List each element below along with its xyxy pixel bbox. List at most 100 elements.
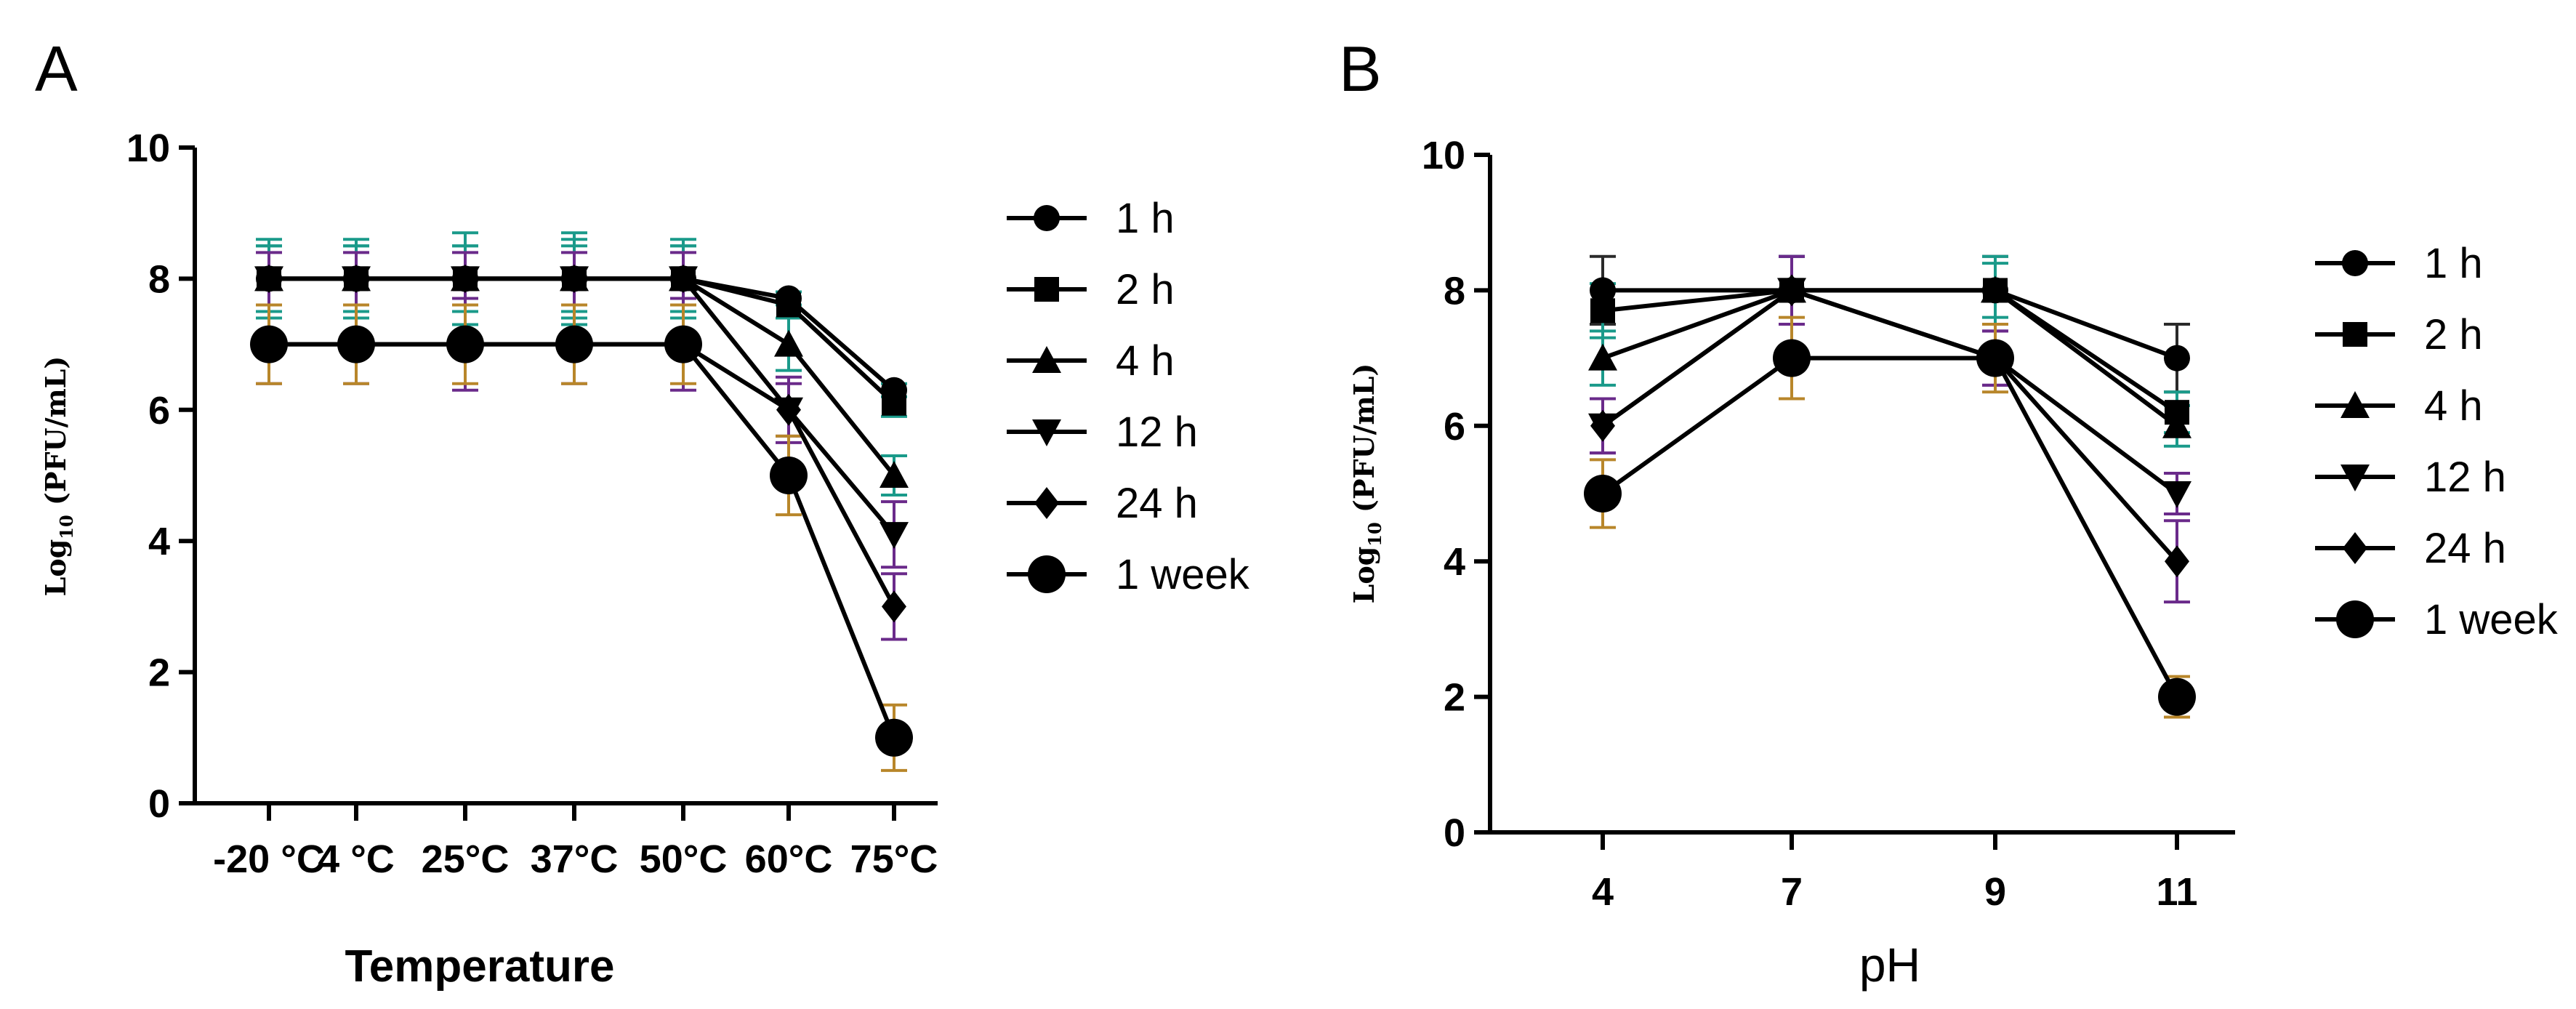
x-axis-label: Temperature (345, 941, 615, 992)
legend-marker (1034, 205, 1060, 231)
series-line (269, 342, 896, 739)
data-point (880, 461, 909, 488)
legend-label: 2 h (1116, 266, 1175, 313)
legend-label: 2 h (2424, 311, 2483, 358)
legend-item: 12 h (1007, 409, 1198, 456)
data-point (1584, 475, 1622, 512)
legend-marker (1032, 346, 1061, 373)
legend-marker (1034, 487, 1059, 519)
data-point (250, 325, 288, 363)
legend-marker (1032, 419, 1061, 446)
data-point (1590, 409, 1615, 442)
data-point (2164, 345, 2190, 371)
error-bars-1-week (1590, 315, 2190, 719)
y-tick-label: 0 (1444, 811, 1465, 855)
data-point (1976, 339, 2014, 377)
panel-label: B (1339, 33, 1382, 105)
legend-marker (2342, 250, 2368, 276)
x-tick-label: 60°C (745, 837, 833, 881)
legend-label: 1 week (2424, 596, 2559, 643)
data-point (254, 266, 283, 294)
data-point (1779, 274, 1804, 307)
legend-label: 1 h (2424, 240, 2483, 287)
data-point (664, 325, 702, 363)
legend-item: 12 h (2315, 454, 2506, 501)
series-line (1602, 288, 2178, 414)
legend-item: 1 week (2315, 596, 2559, 643)
series-line (1601, 355, 2179, 699)
legend-label: 1 h (1116, 195, 1175, 242)
data-point (882, 590, 906, 623)
x-tick-label: 9 (1984, 870, 2006, 914)
y-axis-label-rest: (PFU/mL) (39, 356, 72, 515)
data-point (776, 292, 801, 318)
y-axis-label-base: Log (1348, 547, 1380, 604)
data-point (446, 325, 484, 363)
data-point (776, 393, 801, 426)
y-axis-label-sub: 10 (1364, 522, 1385, 546)
legend-label: 4 h (1116, 337, 1175, 385)
data-point (669, 266, 698, 294)
data-point (880, 522, 909, 550)
y-tick-label: 8 (148, 257, 170, 301)
data-point (1981, 276, 2010, 303)
legend-marker (1034, 277, 1059, 302)
data-point (555, 325, 593, 363)
legend: 1 h 2 h 4 h 12 h 24 h 1 week (1007, 195, 1250, 598)
error-bars-2-h (1590, 254, 2190, 435)
x-tick-label: -20 °C (213, 837, 325, 881)
x-tick-label: 50°C (640, 837, 728, 881)
y-tick-label: 6 (1444, 405, 1465, 449)
legend-label: 4 h (2424, 382, 2483, 430)
data-point (882, 390, 906, 416)
series-1-week (250, 325, 913, 757)
x-tick-label: 37°C (531, 837, 619, 881)
y-axis-label: Log10 (PFU/mL) (39, 356, 77, 597)
legend-label: 1 week (1116, 551, 1250, 598)
data-point (2165, 545, 2189, 578)
x-tick-label: 4 °C (318, 837, 395, 881)
series-line (1601, 288, 2179, 563)
y-tick-label: 4 (1444, 540, 1465, 584)
y-tick-label: 10 (1422, 134, 1465, 177)
data-point (1588, 343, 1617, 371)
legend-marker (2343, 322, 2367, 347)
data-point (770, 457, 808, 494)
x-tick-label: 75°C (850, 837, 938, 881)
legend-item: 24 h (1007, 480, 1198, 527)
legend-item: 2 h (2315, 311, 2483, 358)
data-point (2158, 678, 2196, 716)
legend-item: 4 h (2315, 382, 2483, 430)
y-axis-label: Log10 (PFU/mL) (1348, 363, 1385, 604)
y-tick-label: 6 (148, 389, 170, 433)
series-24-h (1590, 274, 2189, 578)
legend-marker (2340, 465, 2370, 491)
legend-item: 2 h (1007, 266, 1175, 313)
data-point (2162, 481, 2191, 508)
legend-marker (2340, 391, 2370, 418)
series-line (1601, 288, 2178, 428)
legend-marker (2336, 600, 2374, 638)
data-point (337, 325, 375, 363)
data-point (1590, 298, 1615, 323)
y-tick-label: 10 (126, 126, 170, 170)
legend-item: 1 h (2315, 240, 2483, 287)
data-point (451, 266, 480, 294)
series-4-h (1588, 276, 2191, 438)
y-axis-label-rest: (PFU/mL) (1348, 363, 1380, 523)
panel-label: A (35, 33, 78, 105)
data-point (1590, 277, 1616, 304)
chart-panel-a: A 0 2 4 6 8 10 -20 °C4 °C 25°C 37°C 50°C 60°C 75°C Te… (35, 33, 1250, 992)
y-axis-label-sub: 10 (56, 515, 77, 539)
data-point (774, 329, 803, 357)
legend-label: 12 h (2424, 454, 2506, 501)
x-tick-label: 4 (1592, 870, 1614, 914)
error-bars-1-week (256, 303, 907, 772)
series-2-h (1590, 278, 2189, 425)
data-point (342, 266, 371, 294)
legend-label: 24 h (1116, 480, 1198, 527)
legend-item: 24 h (2315, 525, 2506, 572)
error-bars-4-h (1590, 254, 2190, 448)
